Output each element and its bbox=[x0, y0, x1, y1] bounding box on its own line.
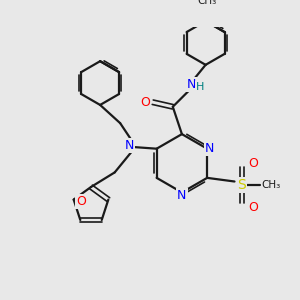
Text: N: N bbox=[186, 78, 196, 92]
Text: O: O bbox=[248, 157, 258, 170]
Text: O: O bbox=[76, 195, 86, 208]
Text: N: N bbox=[124, 139, 134, 152]
Text: CH₃: CH₃ bbox=[261, 180, 280, 190]
Text: S: S bbox=[237, 178, 246, 192]
Text: N: N bbox=[205, 142, 214, 155]
Text: O: O bbox=[248, 200, 258, 214]
Text: O: O bbox=[140, 96, 150, 109]
Text: CH₃: CH₃ bbox=[198, 0, 217, 6]
Text: N: N bbox=[177, 189, 187, 202]
Text: H: H bbox=[196, 82, 204, 92]
